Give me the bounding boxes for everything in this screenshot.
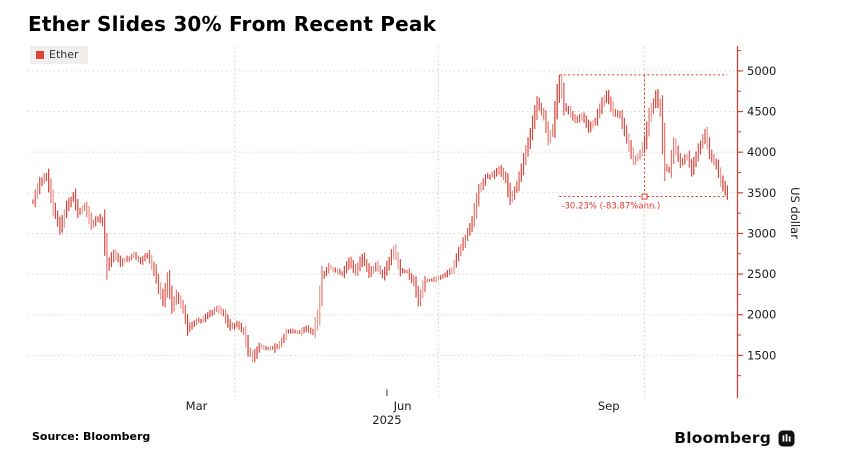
bloomberg-wordmark: Bloomberg xyxy=(674,429,771,447)
y-tick-label: 2000 xyxy=(747,308,776,322)
x-year-label: 2025 xyxy=(372,413,401,427)
bloomberg-logo: Bloomberg xyxy=(674,429,795,447)
chart-title: Ether Slides 30% From Recent Peak xyxy=(28,12,437,36)
legend-swatch-icon xyxy=(36,50,44,59)
y-tick-label: 3000 xyxy=(747,226,776,240)
bloomberg-terminal-icon xyxy=(778,430,795,446)
y-tick-label: 5000 xyxy=(747,64,776,78)
drawdown-label: -30.23% (-83.87%ann.) xyxy=(561,202,660,212)
x-tick-label: Sep xyxy=(598,399,620,413)
y-tick-label: 1500 xyxy=(747,348,776,362)
legend: Ether xyxy=(30,46,88,64)
x-tick-label: Mar xyxy=(186,399,208,413)
y-tick-label: 4500 xyxy=(747,105,776,119)
y-tick-label: 2500 xyxy=(747,267,776,281)
x-tick-label: Jun xyxy=(393,399,412,413)
legend-label: Ether xyxy=(49,48,79,61)
y-tick-label: 4000 xyxy=(747,145,776,159)
y-axis-title: US dollar xyxy=(788,187,802,239)
source-note: Source: Bloomberg xyxy=(32,430,151,443)
drawdown-marker xyxy=(641,193,648,200)
y-tick-label: 3500 xyxy=(747,186,776,200)
